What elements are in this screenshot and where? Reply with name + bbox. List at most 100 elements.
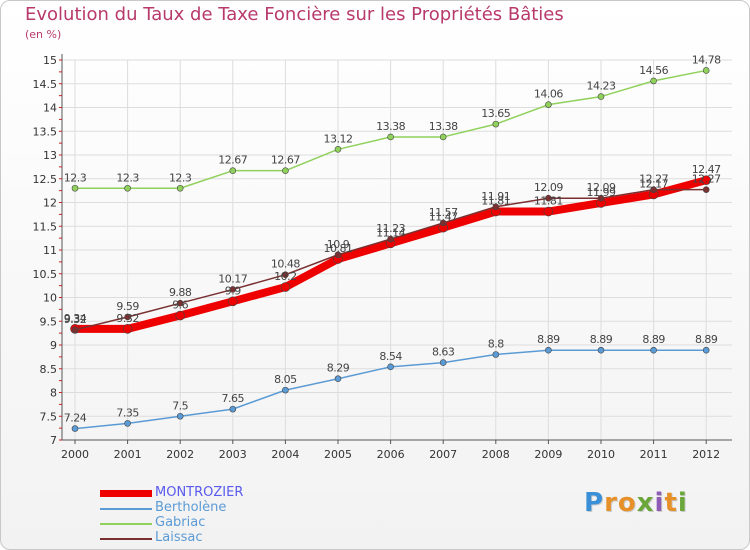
data-point xyxy=(282,167,289,174)
data-label: 9.9 xyxy=(225,284,241,297)
data-label: 12.09 xyxy=(534,181,563,194)
data-label: 11.14 xyxy=(376,226,405,239)
data-point xyxy=(282,271,289,279)
data-point xyxy=(228,296,238,307)
chart-title: Evolution du Taux de Taxe Foncière sur l… xyxy=(25,4,564,25)
data-label: 10.17 xyxy=(218,272,247,285)
data-label: 10.81 xyxy=(324,242,353,255)
data-point xyxy=(334,146,342,153)
logo-letter: o xyxy=(617,488,637,518)
data-label: 9.32 xyxy=(116,312,139,325)
legend-label: Gabriac xyxy=(155,515,206,530)
data-point xyxy=(334,375,342,383)
x-tick-label: 2010 xyxy=(587,448,615,461)
x-tick-label: 2005 xyxy=(324,448,352,461)
data-label: 7.65 xyxy=(222,392,245,405)
data-point xyxy=(492,120,500,128)
y-tick-label: 12 xyxy=(43,197,57,210)
y-tick-label: 10 xyxy=(43,292,57,305)
data-label: 11.91 xyxy=(481,190,510,203)
data-label: 13.38 xyxy=(376,120,405,133)
y-tick-label: 10.5 xyxy=(33,268,58,281)
data-label: 9.59 xyxy=(116,300,139,313)
logo-letter: i xyxy=(677,488,688,518)
legend-swatch xyxy=(100,531,152,546)
data-point xyxy=(543,206,554,217)
data-label: 12.3 xyxy=(116,171,139,184)
data-point xyxy=(439,359,447,366)
data-label: 13.12 xyxy=(324,132,353,145)
data-point xyxy=(334,251,342,259)
data-label: 8.29 xyxy=(327,362,350,375)
data-point xyxy=(702,186,710,193)
x-tick-label: 2008 xyxy=(482,448,510,461)
legend-label: Laissac xyxy=(155,530,203,545)
data-point xyxy=(702,67,710,74)
legend-swatch xyxy=(100,486,152,501)
data-point xyxy=(71,184,79,192)
x-tick-label: 2004 xyxy=(271,448,299,461)
data-label: 8.54 xyxy=(379,350,402,363)
data-label: 9.34 xyxy=(64,312,87,325)
logo-letter: i xyxy=(654,488,665,518)
data-label: 12.27 xyxy=(639,173,668,186)
data-point xyxy=(492,203,500,211)
data-label: 14.06 xyxy=(534,88,563,101)
data-point xyxy=(650,77,657,85)
data-label: 8.89 xyxy=(695,333,718,346)
data-point xyxy=(597,194,605,202)
data-label: 14.78 xyxy=(692,53,721,66)
logo-letter: x xyxy=(636,488,655,518)
data-label: 11.23 xyxy=(376,222,405,235)
data-label: 12.67 xyxy=(218,154,247,167)
chart-unit-label: (en %) xyxy=(25,28,62,41)
data-point xyxy=(282,386,289,394)
data-label: 12.09 xyxy=(587,181,616,194)
x-tick-label: 2007 xyxy=(429,448,457,461)
data-label: 9.88 xyxy=(169,286,192,299)
data-label: 11.99 xyxy=(587,186,616,199)
logo-letter: P xyxy=(584,488,605,518)
data-label: 7.35 xyxy=(116,406,139,419)
legend-label: Bertholène xyxy=(155,500,227,515)
y-tick-label: 13 xyxy=(43,149,57,162)
data-point xyxy=(650,346,657,354)
data-label: 8.89 xyxy=(590,333,613,346)
logo-letter: r xyxy=(604,488,618,518)
y-tick-label: 15 xyxy=(43,54,57,67)
data-label: 13.65 xyxy=(481,107,510,120)
legend-swatch xyxy=(100,501,152,516)
data-label: 8.8 xyxy=(488,338,504,351)
data-point xyxy=(71,425,79,432)
data-point xyxy=(176,184,184,192)
legend-label: MONTROZIER xyxy=(155,485,244,500)
data-label: 8.05 xyxy=(274,373,297,386)
y-tick-label: 14.5 xyxy=(33,78,58,91)
data-point xyxy=(492,351,500,358)
data-point xyxy=(545,346,552,354)
proxiti-logo: Proxiti xyxy=(584,488,688,518)
data-label: 11.57 xyxy=(429,206,458,219)
data-label: 14.23 xyxy=(587,80,616,93)
x-tick-label: 2001 xyxy=(114,448,142,461)
data-point xyxy=(650,186,657,193)
y-tick-label: 7.5 xyxy=(40,410,58,423)
data-label: 9.32 xyxy=(64,313,87,326)
data-label: 7.24 xyxy=(64,412,87,425)
data-label: 7.5 xyxy=(172,399,188,412)
y-tick-label: 11 xyxy=(43,244,57,257)
y-tick-label: 9 xyxy=(50,339,57,352)
data-label: 14.56 xyxy=(639,64,668,77)
data-point xyxy=(122,324,133,334)
data-point xyxy=(439,219,447,227)
data-label: 12.47 xyxy=(692,163,721,176)
data-point xyxy=(701,175,712,185)
data-point xyxy=(439,133,447,141)
data-label: 12.17 xyxy=(639,177,668,190)
data-label: 10.9 xyxy=(327,238,350,251)
data-point xyxy=(124,184,131,192)
data-label: 11.81 xyxy=(534,195,563,208)
data-point xyxy=(545,101,552,108)
y-tick-label: 7 xyxy=(50,434,57,447)
